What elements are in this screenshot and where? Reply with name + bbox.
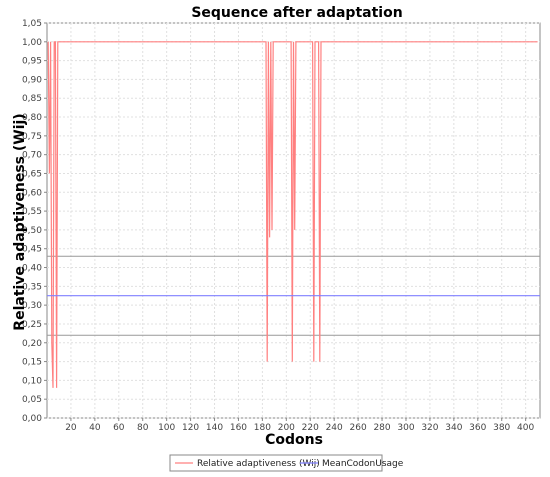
- x-tick-label: 280: [373, 423, 390, 433]
- x-axis-ticks: 20 40 60 80 100 120 140 160 180 200 220 240 260 280 30…: [65, 418, 534, 433]
- y-tick-label: 0,40: [22, 264, 42, 274]
- x-tick-label: 120: [182, 423, 199, 433]
- chart-title: Sequence after adaptation: [191, 5, 402, 21]
- y-tick-label: 1,00: [22, 38, 42, 48]
- x-tick-label: 20: [65, 423, 77, 433]
- x-tick-label: 300: [397, 423, 414, 433]
- y-tick-label: 0,15: [22, 358, 42, 368]
- x-tick-label: 380: [493, 423, 510, 433]
- y-tick-label: 0,60: [22, 188, 42, 198]
- y-tick-label: 0,80: [22, 113, 42, 123]
- y-tick-label: 0,00: [22, 414, 42, 424]
- x-tick-label: 240: [326, 423, 343, 433]
- y-tick-label: 0,65: [22, 169, 42, 179]
- x-tick-label: 80: [137, 423, 149, 433]
- y-axis-ticks: 0,00 0,05 0,10 0,15 0,20 0,25 0,30 0,35 0,40 0,45…: [22, 19, 47, 424]
- y-tick-label: 0,90: [22, 75, 42, 85]
- x-tick-label: 100: [158, 423, 175, 433]
- x-tick-label: 320: [421, 423, 438, 433]
- y-tick-label: 0,85: [22, 94, 42, 104]
- x-tick-label: 400: [517, 423, 534, 433]
- legend: Relative adaptiveness (Wij) MeanCodonUsa…: [169, 454, 404, 472]
- y-tick-label: 0,55: [22, 207, 42, 217]
- legend-box: [169, 454, 383, 472]
- legend-label-mean-codon-usage: MeanCodonUsage: [322, 459, 404, 469]
- x-tick-label: 180: [254, 423, 271, 433]
- y-tick-label: 1,05: [22, 19, 42, 29]
- series-line-relative-adaptiveness: [47, 41, 538, 388]
- x-tick-label: 40: [89, 423, 101, 433]
- y-tick-label: 0,30: [22, 301, 42, 311]
- legend-label-relative-adaptiveness: Relative adaptiveness (Wij): [197, 459, 320, 469]
- x-tick-label: 160: [230, 423, 247, 433]
- y-tick-label: 0,95: [22, 57, 42, 67]
- y-tick-label: 0,70: [22, 151, 42, 161]
- x-tick-label: 60: [113, 423, 125, 433]
- y-tick-label: 0,50: [22, 226, 42, 236]
- y-tick-label: 0,75: [22, 132, 42, 142]
- x-tick-label: 360: [469, 423, 486, 433]
- y-tick-label: 0,35: [22, 282, 42, 292]
- y-tick-label: 0,20: [22, 339, 42, 349]
- x-tick-label: 140: [206, 423, 223, 433]
- x-tick-label: 200: [278, 423, 295, 433]
- y-axis-title: Relative adaptiveness (Wij): [12, 113, 28, 330]
- y-tick-label: 0,25: [22, 320, 42, 330]
- x-tick-label: 340: [445, 423, 462, 433]
- x-tick-label: 260: [350, 423, 367, 433]
- series-layer: [47, 41, 540, 388]
- x-axis-title: Codons: [265, 432, 323, 448]
- reference-lines: [47, 255, 540, 336]
- y-tick-label: 0,45: [22, 245, 42, 255]
- y-tick-label: 0,05: [22, 395, 42, 405]
- y-tick-label: 0,10: [22, 376, 42, 386]
- x-tick-label: 220: [302, 423, 319, 433]
- grid: [47, 22, 540, 419]
